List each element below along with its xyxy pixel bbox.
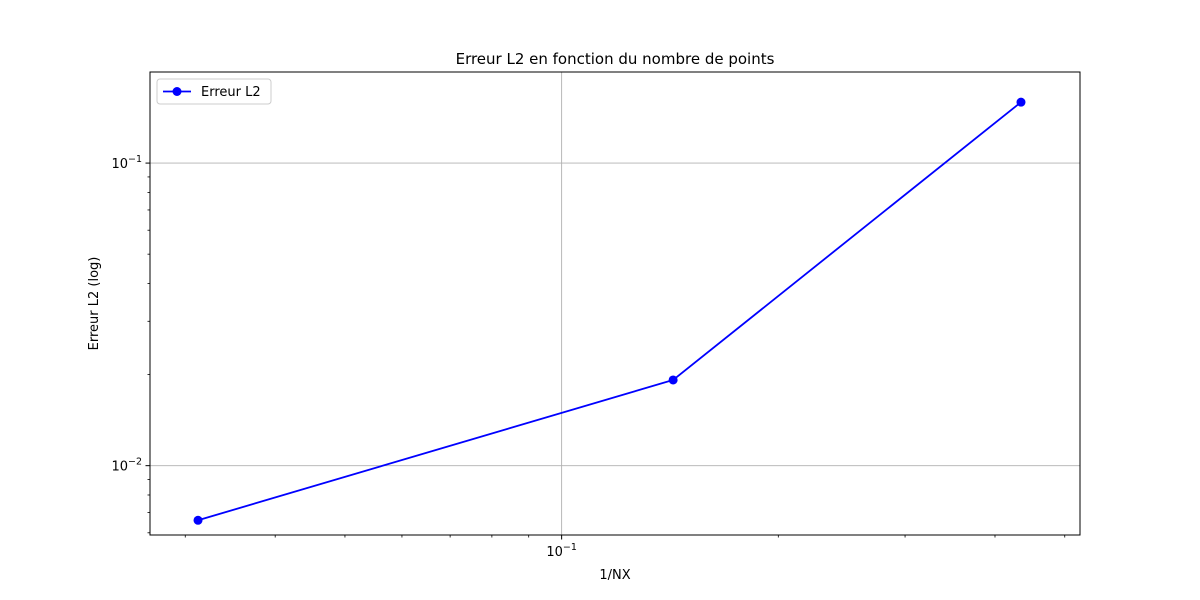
legend-label: Erreur L2 [201,85,261,100]
data-point [668,375,678,385]
legend-box [156,78,272,105]
legend: Erreur L2 [156,78,272,105]
y-tick-label: 10−2 [111,457,142,475]
x-axis-label: 1/NX [599,568,630,583]
series-layer [193,97,1026,525]
x-tick-label: 10−1 [546,542,577,560]
grid-layer [150,72,1080,535]
legend-marker-swatch [172,87,182,96]
y-axis-label: Erreur L2 (log) [87,257,102,351]
y-tick-label: 10−1 [111,154,142,172]
axes-frame [149,71,1081,536]
tick-layer: 10−1 10−2 10−1 [111,154,1066,560]
data-point [193,515,203,525]
data-point [1016,97,1026,107]
chart-title: Erreur L2 en fonction du nombre de point… [456,50,775,68]
